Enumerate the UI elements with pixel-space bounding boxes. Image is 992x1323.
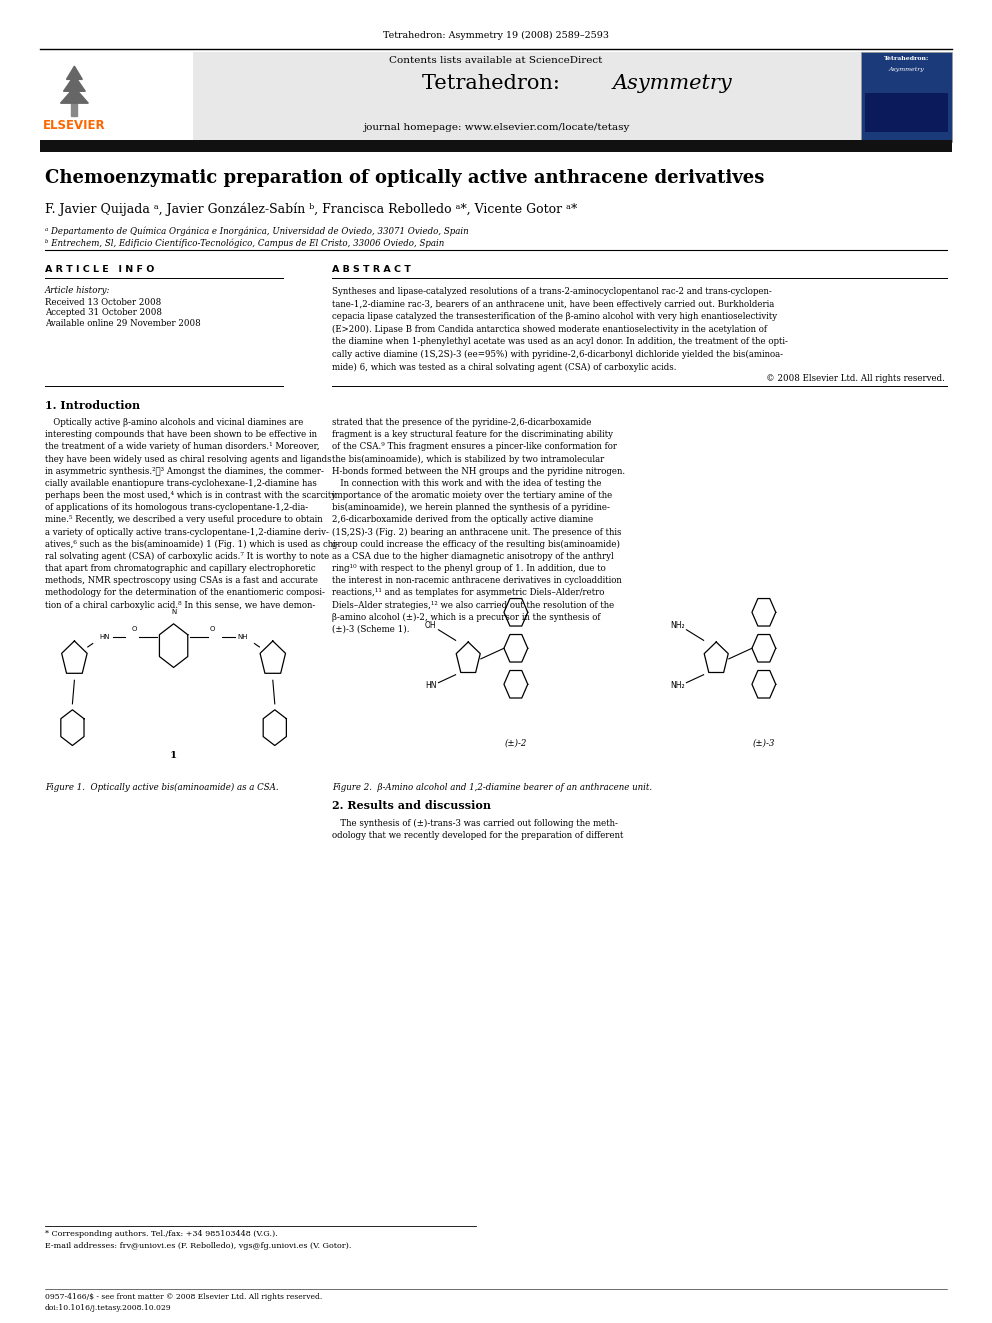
Text: N: N <box>171 609 177 615</box>
Bar <box>40 52 193 142</box>
Text: atives,⁶ such as the bis(aminoamide) 1 (Fig. 1) which is used as chi-: atives,⁶ such as the bis(aminoamide) 1 (… <box>45 540 338 549</box>
Text: as a CSA due to the higher diamagnetic anisotropy of the anthryl: as a CSA due to the higher diamagnetic a… <box>332 552 614 561</box>
Polygon shape <box>63 75 85 91</box>
Text: mine.⁵ Recently, we described a very useful procedure to obtain: mine.⁵ Recently, we described a very use… <box>45 516 322 524</box>
Text: F. Javier Quijada ᵃ, Javier González-Sabín ᵇ, Francisca Rebolledo ᵃ*, Vicente Go: F. Javier Quijada ᵃ, Javier González-Sab… <box>45 202 577 216</box>
Bar <box>861 52 952 142</box>
Text: bis(aminoamide), we herein planned the synthesis of a pyridine-: bis(aminoamide), we herein planned the s… <box>332 503 610 512</box>
Polygon shape <box>71 99 77 116</box>
Text: of the CSA.⁹ This fragment ensures a pincer-like conformation for: of the CSA.⁹ This fragment ensures a pin… <box>332 442 617 451</box>
Text: Asymmetry: Asymmetry <box>613 74 733 93</box>
Text: Syntheses and lipase-catalyzed resolutions of a trans-2-aminocyclopentanol rac-2: Syntheses and lipase-catalyzed resolutio… <box>332 287 772 296</box>
Text: tane-1,2-diamine rac-3, bearers of an anthracene unit, have been effectively car: tane-1,2-diamine rac-3, bearers of an an… <box>332 299 775 308</box>
Text: HN: HN <box>99 634 110 640</box>
Text: Contents lists available at ScienceDirect: Contents lists available at ScienceDirec… <box>389 56 603 65</box>
Text: Article history:: Article history: <box>45 286 110 295</box>
Text: the diamine when 1-phenylethyl acetate was used as an acyl donor. In addition, t: the diamine when 1-phenylethyl acetate w… <box>332 337 789 347</box>
Text: perhaps been the most used,⁴ which is in contrast with the scarcity: perhaps been the most used,⁴ which is in… <box>45 491 335 500</box>
Text: A R T I C L E   I N F O: A R T I C L E I N F O <box>45 265 154 274</box>
Text: (±)-2: (±)-2 <box>505 738 527 747</box>
Text: ring¹⁰ with respect to the phenyl group of 1. In addition, due to: ring¹⁰ with respect to the phenyl group … <box>332 564 606 573</box>
Text: 2. Results and discussion: 2. Results and discussion <box>332 800 491 811</box>
Text: interesting compounds that have been shown to be effective in: interesting compounds that have been sho… <box>45 430 316 439</box>
Text: Received 13 October 2008: Received 13 October 2008 <box>45 298 161 307</box>
Text: importance of the aromatic moiety over the tertiary amine of the: importance of the aromatic moiety over t… <box>332 491 613 500</box>
Text: In connection with this work and with the idea of testing the: In connection with this work and with th… <box>332 479 602 488</box>
Text: OH: OH <box>425 622 436 630</box>
Text: O: O <box>132 626 138 631</box>
Polygon shape <box>66 66 82 79</box>
Text: Asymmetry: Asymmetry <box>889 67 925 73</box>
Text: mide) 6, which was tested as a chiral solvating agent (CSA) of carboxylic acids.: mide) 6, which was tested as a chiral so… <box>332 363 677 372</box>
Polygon shape <box>61 87 88 103</box>
Text: reactions,¹¹ and as templates for asymmetric Diels–Alder/retro: reactions,¹¹ and as templates for asymme… <box>332 589 605 598</box>
Text: methods, NMR spectroscopy using CSAs is a fast and accurate: methods, NMR spectroscopy using CSAs is … <box>45 577 317 585</box>
Text: 0957-4166/$ - see front matter © 2008 Elsevier Ltd. All rights reserved.: 0957-4166/$ - see front matter © 2008 El… <box>45 1293 321 1301</box>
Text: H-bonds formed between the NH groups and the pyridine nitrogen.: H-bonds formed between the NH groups and… <box>332 467 625 476</box>
Text: Tetrahedron: Asymmetry 19 (2008) 2589–2593: Tetrahedron: Asymmetry 19 (2008) 2589–25… <box>383 30 609 40</box>
Text: cially available enantiopure trans-cyclohexane-1,2-diamine has: cially available enantiopure trans-cyclo… <box>45 479 316 488</box>
Bar <box>40 140 952 152</box>
Text: of applications of its homologous trans-cyclopentane-1,2-dia-: of applications of its homologous trans-… <box>45 503 308 512</box>
Text: the treatment of a wide variety of human disorders.¹ Moreover,: the treatment of a wide variety of human… <box>45 442 319 451</box>
Bar <box>865 93 948 132</box>
Text: strated that the presence of the pyridine-2,6-dicarboxamide: strated that the presence of the pyridin… <box>332 418 592 427</box>
Text: the bis(aminoamide), which is stabilized by two intramolecular: the bis(aminoamide), which is stabilized… <box>332 455 604 463</box>
Text: group could increase the efficacy of the resulting bis(aminoamide): group could increase the efficacy of the… <box>332 540 620 549</box>
Text: HN: HN <box>425 681 436 689</box>
Text: NH: NH <box>237 634 248 640</box>
Text: ᵃ Departamento de Química Orgánica e Inorgánica, Universidad de Oviedo, 33071 Ov: ᵃ Departamento de Química Orgánica e Ino… <box>45 226 468 235</box>
Text: β-amino alcohol (±)-2, which is a precursor in the synthesis of: β-amino alcohol (±)-2, which is a precur… <box>332 613 601 622</box>
Text: methodology for the determination of the enantiomeric composi-: methodology for the determination of the… <box>45 589 324 598</box>
Text: * Corresponding authors. Tel./fax: +34 985103448 (V.G.).: * Corresponding authors. Tel./fax: +34 9… <box>45 1230 278 1238</box>
Text: Figure 1.  Optically active bis(aminoamide) as a CSA.: Figure 1. Optically active bis(aminoamid… <box>45 783 279 792</box>
Text: journal homepage: www.elsevier.com/locate/tetasy: journal homepage: www.elsevier.com/locat… <box>363 123 629 132</box>
Text: that apart from chromatographic and capillary electrophoretic: that apart from chromatographic and capi… <box>45 564 315 573</box>
Text: Accepted 31 October 2008: Accepted 31 October 2008 <box>45 308 162 318</box>
Text: The synthesis of (±)-trans-3 was carried out following the meth-: The synthesis of (±)-trans-3 was carried… <box>332 819 618 828</box>
Text: the interest in non-racemic anthracene derivatives in cycloaddition: the interest in non-racemic anthracene d… <box>332 577 622 585</box>
Bar <box>40 52 952 142</box>
Text: Chemoenzymatic preparation of optically active anthracene derivatives: Chemoenzymatic preparation of optically … <box>45 169 764 188</box>
Text: NH₂: NH₂ <box>670 622 684 630</box>
Text: Figure 2.  β-Amino alcohol and 1,2-diamine bearer of an anthracene unit.: Figure 2. β-Amino alcohol and 1,2-diamin… <box>332 783 653 792</box>
Text: ELSEVIER: ELSEVIER <box>43 119 106 132</box>
Text: Tetrahedron:: Tetrahedron: <box>884 56 930 61</box>
Text: odology that we recently developed for the preparation of different: odology that we recently developed for t… <box>332 831 624 840</box>
Text: in asymmetric synthesis.²‧³ Amongst the diamines, the commer-: in asymmetric synthesis.²‧³ Amongst the … <box>45 467 323 476</box>
Text: A B S T R A C T: A B S T R A C T <box>332 265 412 274</box>
Text: ᵇ Entrechem, Sl, Edificio Científico-Tecnológico, Campus de El Cristo, 33006 Ovi: ᵇ Entrechem, Sl, Edificio Científico-Tec… <box>45 238 443 247</box>
Text: Optically active β-amino alcohols and vicinal diamines are: Optically active β-amino alcohols and vi… <box>45 418 303 427</box>
Text: O: O <box>209 626 215 631</box>
Text: (±)-3 (Scheme 1).: (±)-3 (Scheme 1). <box>332 624 410 634</box>
Text: Tetrahedron:: Tetrahedron: <box>422 74 566 93</box>
Text: doi:10.1016/j.tetasy.2008.10.029: doi:10.1016/j.tetasy.2008.10.029 <box>45 1304 172 1312</box>
Text: 1: 1 <box>170 751 178 761</box>
Text: NH₂: NH₂ <box>670 681 684 689</box>
Text: tion of a chiral carboxylic acid.⁸ In this sense, we have demon-: tion of a chiral carboxylic acid.⁸ In th… <box>45 601 314 610</box>
Text: Diels–Alder strategies,¹² we also carried out the resolution of the: Diels–Alder strategies,¹² we also carrie… <box>332 601 615 610</box>
Text: (1S,2S)-3 (Fig. 2) bearing an anthracene unit. The presence of this: (1S,2S)-3 (Fig. 2) bearing an anthracene… <box>332 528 622 537</box>
Text: 2,6-dicarboxamide derived from the optically active diamine: 2,6-dicarboxamide derived from the optic… <box>332 516 593 524</box>
Text: ral solvating agent (CSA) of carboxylic acids.⁷ It is worthy to note: ral solvating agent (CSA) of carboxylic … <box>45 552 329 561</box>
Text: Available online 29 November 2008: Available online 29 November 2008 <box>45 319 200 328</box>
Text: fragment is a key structural feature for the discriminating ability: fragment is a key structural feature for… <box>332 430 613 439</box>
Text: E-mail addresses: frv@uniovi.es (F. Rebolledo), vgs@fg.uniovi.es (V. Gotor).: E-mail addresses: frv@uniovi.es (F. Rebo… <box>45 1242 351 1250</box>
Text: (E>200). Lipase B from Candida antarctica showed moderate enantioselectivity in : (E>200). Lipase B from Candida antarctic… <box>332 324 768 333</box>
Text: cepacia lipase catalyzed the transesterification of the β-amino alcohol with ver: cepacia lipase catalyzed the transesteri… <box>332 312 778 321</box>
Text: 1. Introduction: 1. Introduction <box>45 400 140 410</box>
Text: they have been widely used as chiral resolving agents and ligands: they have been widely used as chiral res… <box>45 455 331 463</box>
Text: cally active diamine (1S,2S)-3 (ee=95%) with pyridine-2,6-dicarbonyl dichloride : cally active diamine (1S,2S)-3 (ee=95%) … <box>332 349 784 359</box>
Text: (±)-3: (±)-3 <box>753 738 775 747</box>
Text: a variety of optically active trans-cyclopentane-1,2-diamine deriv-: a variety of optically active trans-cycl… <box>45 528 328 537</box>
Text: © 2008 Elsevier Ltd. All rights reserved.: © 2008 Elsevier Ltd. All rights reserved… <box>766 374 944 384</box>
